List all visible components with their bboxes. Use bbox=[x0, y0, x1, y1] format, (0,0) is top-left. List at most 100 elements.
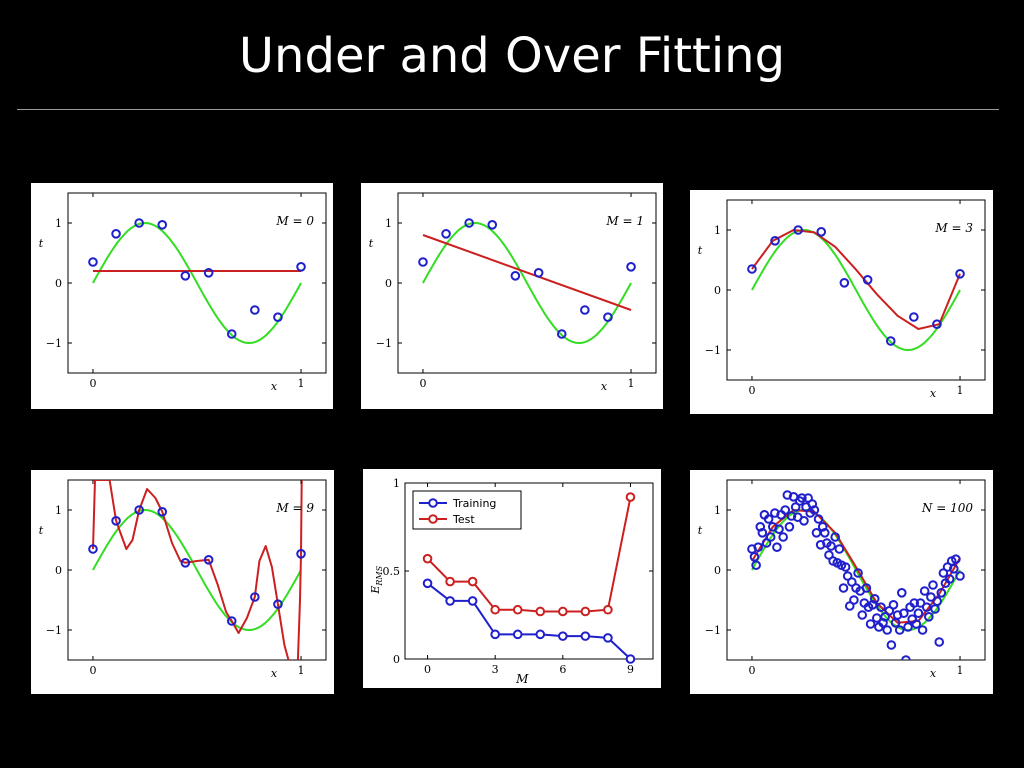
plot-m3-data-point-4 bbox=[839, 278, 850, 288]
plot-n100-data-point-31 bbox=[811, 528, 822, 538]
plot-m1-ylabel: t bbox=[369, 237, 374, 250]
plot-m1-data-point-9 bbox=[626, 262, 636, 272]
plot-m3-data-point-2 bbox=[793, 225, 803, 235]
plot-m9-data-point-7 bbox=[250, 592, 260, 602]
plot-n100-data-point-15 bbox=[778, 532, 788, 542]
plot-erms-xtick-label-1: 3 bbox=[492, 663, 499, 676]
title-divider bbox=[17, 109, 999, 110]
plot-m1-data-point-0 bbox=[418, 257, 428, 267]
plot-m1-data-point-8 bbox=[603, 312, 613, 322]
plot-m0-data-point-4 bbox=[180, 271, 191, 281]
plot-m9-data-point-2 bbox=[134, 505, 144, 515]
plot-n100-data-point-82 bbox=[917, 625, 928, 635]
plot-erms-series-test-point-8 bbox=[603, 604, 613, 615]
plot-n100-data-point-42 bbox=[834, 544, 845, 554]
plot-erms-series-training-point-5 bbox=[535, 629, 546, 640]
plot-m0-ytick-label-2: −1 bbox=[46, 337, 62, 350]
plot-n100-data-point-18 bbox=[784, 522, 795, 532]
plot-m3-true-curve bbox=[751, 228, 961, 352]
plot-m3-data-point-5 bbox=[862, 275, 873, 285]
plot-m1-ytick-label-2: −1 bbox=[376, 337, 392, 350]
plot-m1-data-point-3 bbox=[487, 220, 498, 230]
plot-m3-data-point-6 bbox=[885, 336, 896, 346]
plot-erms-series-training-point-6 bbox=[558, 631, 568, 641]
plot-n100-data-point-90 bbox=[934, 637, 945, 647]
plot-m9-data-point-5 bbox=[203, 555, 214, 565]
plot-m3-svg: 1 0 −1 0 1 x t M = 3 bbox=[698, 199, 986, 400]
plot-m9-annotation: M = 9 bbox=[275, 501, 314, 515]
plot-n100-data-point-44 bbox=[838, 583, 849, 593]
plot-m3-data-point-8 bbox=[932, 319, 942, 329]
plot-erms-ylabel: ERMS bbox=[369, 565, 384, 594]
plot-n100-fit-curve bbox=[751, 509, 961, 624]
plot-m3-data-point-0 bbox=[747, 264, 757, 274]
plot-erms-xlabel: M bbox=[515, 672, 529, 686]
plot-m9-xlabel: x bbox=[271, 667, 278, 680]
plot-erms-series-test-point-0 bbox=[422, 553, 433, 564]
plot-n100-data-point-79 bbox=[911, 619, 922, 629]
plot-m0-xtick-label-0: 0 bbox=[89, 377, 96, 390]
plot-n100-data-point-30 bbox=[809, 505, 820, 515]
plot-m0-data-point-7 bbox=[250, 305, 260, 315]
plot-n100-data-point-73 bbox=[899, 608, 909, 618]
plot-m9-fit-curve-end bbox=[296, 480, 303, 660]
plot-m1-fit-curve bbox=[422, 234, 632, 311]
plot-erms-ytick-label-0: 0 bbox=[393, 653, 400, 666]
plot-n100-data-point-86 bbox=[926, 592, 936, 602]
plot-m0-data-point-2 bbox=[134, 218, 144, 228]
plot-erms-legend-marker-1 bbox=[428, 514, 438, 524]
plot-m3-ytick-label-0: 1 bbox=[714, 224, 721, 237]
plot-erms-series-training-point-0 bbox=[422, 578, 433, 589]
plot-m3-ylabel: t bbox=[698, 244, 703, 257]
plot-m0-data-point-5 bbox=[203, 268, 214, 278]
plot-m3-xtick-label-0: 0 bbox=[748, 384, 755, 397]
plot-n100-data-point-62 bbox=[876, 602, 886, 612]
plot-n100-data-point-87 bbox=[928, 580, 938, 590]
plot-n100-ytick-label-1: 0 bbox=[714, 564, 721, 577]
plot-erms-series-training-point-2 bbox=[467, 596, 478, 606]
plot-erms-series-test-point-3 bbox=[490, 604, 500, 615]
plot-erms-ylabel-sub: RMS bbox=[375, 565, 384, 586]
plot-m1-annotation: M = 1 bbox=[605, 214, 644, 228]
plot-m0-data-point-0 bbox=[88, 257, 98, 267]
plot-m3-annotation: M = 3 bbox=[934, 221, 973, 235]
plot-m9-fit-curve bbox=[92, 480, 290, 660]
plot-m0-xtick-label-1: 1 bbox=[298, 377, 305, 390]
plot-n100-data-point-95 bbox=[944, 574, 955, 584]
plot-m9-data-point-1 bbox=[111, 516, 121, 526]
plot-n100-svg: 1 0 −1 0 1 x t N = 100 bbox=[698, 479, 986, 680]
plot-n100-data-point-12 bbox=[772, 542, 782, 552]
plot-n100-data-point-83 bbox=[919, 586, 930, 596]
plot-n100-data-point-24 bbox=[797, 493, 807, 503]
plot-n100-data-point-51 bbox=[853, 568, 863, 578]
plot-m9-data-point-4 bbox=[180, 558, 191, 568]
plot-n100-data-point-67 bbox=[886, 640, 897, 650]
plot-panel-m3: 1 0 −1 0 1 x t M = 3 bbox=[690, 190, 993, 414]
plot-n100-data-point-3 bbox=[753, 542, 764, 552]
plot-m1-data-point-5 bbox=[533, 268, 544, 278]
plot-n100-data-point-84 bbox=[921, 602, 932, 612]
plot-m1-plot-area bbox=[418, 218, 636, 345]
plot-erms-legend-marker-0 bbox=[428, 498, 438, 508]
plot-n100-xlabel: x bbox=[930, 667, 937, 680]
plot-erms-legend-label-0: Training bbox=[452, 497, 496, 510]
plot-m9-data-point-0 bbox=[88, 544, 98, 554]
plot-m9-svg: 1 0 −1 0 1 x t M = 9 bbox=[39, 479, 327, 680]
plot-n100-data-point-40 bbox=[830, 532, 840, 542]
plot-n100-plot-area bbox=[747, 490, 965, 660]
plot-m0-data-point-9 bbox=[296, 262, 306, 272]
plot-n100-data-point-74 bbox=[901, 655, 911, 660]
plot-panel-m1: 1 0 −1 0 1 x t M = 1 bbox=[361, 183, 663, 409]
plot-m3-xlabel: x bbox=[930, 387, 937, 400]
plot-n100-ytick-label-2: −1 bbox=[705, 624, 721, 637]
plot-erms-series-training-line bbox=[426, 582, 632, 660]
plot-m1-xtick-label-0: 0 bbox=[419, 377, 426, 390]
plot-n100-data-point-16 bbox=[780, 505, 791, 515]
plot-n100-data-point-45 bbox=[840, 562, 851, 572]
plot-m3-xtick-label-1: 1 bbox=[957, 384, 964, 397]
plot-erms-series-test-point-7 bbox=[580, 606, 591, 617]
plot-m0-plot-area bbox=[88, 218, 306, 345]
plot-m0-annotation: M = 0 bbox=[275, 214, 314, 228]
plot-m1-xlabel: x bbox=[601, 380, 608, 393]
plot-n100-data-point-13 bbox=[774, 524, 784, 535]
